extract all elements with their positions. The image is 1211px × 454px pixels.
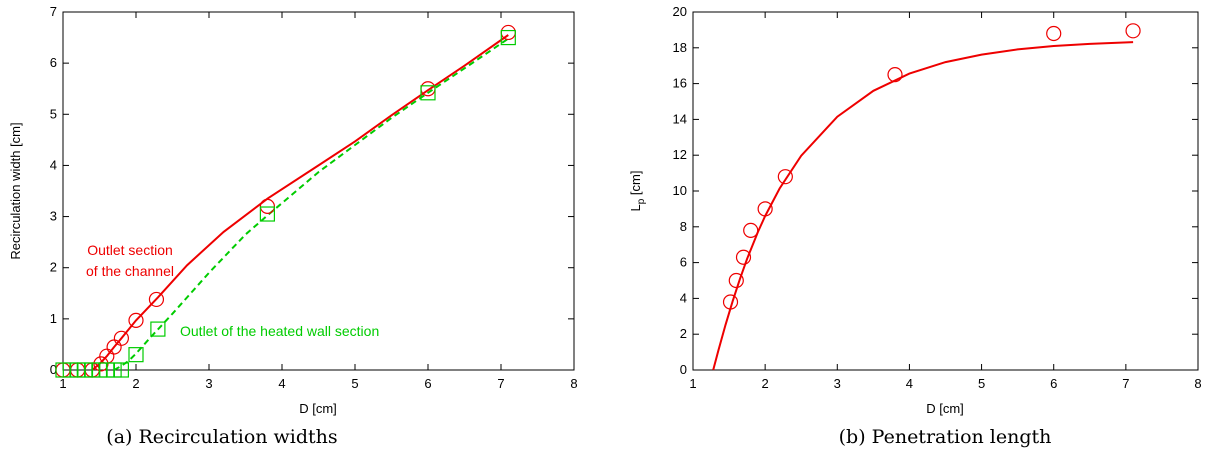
series-line xyxy=(91,34,509,371)
y-tick-label: 3 xyxy=(50,209,57,224)
x-tick-label: 7 xyxy=(1122,376,1129,391)
data-point-square xyxy=(500,29,516,46)
y-tick-label: 1 xyxy=(50,311,57,326)
y-tick-label: 6 xyxy=(50,55,57,70)
y-tick-label: 18 xyxy=(673,40,687,55)
curves-a xyxy=(91,34,509,371)
annotation-outlet-channel-line1: Outlet section xyxy=(87,242,173,258)
x-tick-label: 5 xyxy=(351,376,358,391)
series-line xyxy=(712,41,1134,371)
y-tick-label: 2 xyxy=(680,326,687,341)
data-point-circle xyxy=(128,312,144,328)
data-point-circle xyxy=(735,249,752,265)
x-tick-label: 7 xyxy=(497,376,504,391)
x-tick-label: 3 xyxy=(834,376,841,391)
y-axis-label-b-unit: [cm] xyxy=(628,171,643,199)
y-axis-label-b-main: L xyxy=(628,204,643,211)
x-tick-label: 4 xyxy=(278,376,285,391)
data-point-circle xyxy=(743,222,759,238)
x-tick-label: 4 xyxy=(906,376,913,391)
y-axis-label-a: Recirculation width [cm] xyxy=(8,122,23,259)
y-tick-label: 12 xyxy=(673,147,687,162)
y-tick-label: 0 xyxy=(50,362,57,377)
x-tick-label: 8 xyxy=(1194,376,1201,391)
caption-b: (b) Penetration length xyxy=(839,426,1052,448)
y-tick-label: 5 xyxy=(50,106,57,121)
annotation-outlet-heated-wall: Outlet of the heated wall section xyxy=(180,323,379,339)
data-point-square xyxy=(113,362,130,378)
data-point-circle xyxy=(722,294,739,310)
data-point-circle xyxy=(259,198,275,214)
x-tick-label: 8 xyxy=(570,376,577,391)
data-point-circle xyxy=(1125,23,1141,39)
data-point-circle xyxy=(887,67,903,83)
y-tick-label: 20 xyxy=(673,4,687,19)
y-axis-label-b-sub: p xyxy=(636,198,647,204)
data-point-circle xyxy=(757,201,773,217)
data-point-square xyxy=(128,347,144,363)
data-point-square xyxy=(150,321,166,337)
data-point-circle xyxy=(1046,25,1062,42)
data-point-circle xyxy=(500,24,516,41)
y-tick-label: 0 xyxy=(680,362,687,377)
y-tick-label: 4 xyxy=(50,157,57,172)
y-tick-label: 14 xyxy=(673,111,687,126)
x-tick-label: 1 xyxy=(689,376,696,391)
x-tick-label: 6 xyxy=(1050,376,1057,391)
y-axis-label-b: Lp [cm] xyxy=(628,171,647,212)
curves-b xyxy=(712,41,1134,371)
y-tick-label: 7 xyxy=(50,4,57,19)
x-tick-label: 3 xyxy=(205,376,212,391)
x-axis-label-b: D [cm] xyxy=(926,401,964,416)
data-point-square xyxy=(420,85,436,101)
x-tick-label: 1 xyxy=(59,376,66,391)
data-point-circle xyxy=(728,272,744,289)
x-tick-label: 5 xyxy=(978,376,985,391)
x-tick-label: 6 xyxy=(424,376,431,391)
annotation-outlet-channel-line2: of the channel xyxy=(86,263,174,279)
y-tick-label: 4 xyxy=(680,290,687,305)
y-tick-label: 8 xyxy=(680,219,687,234)
x-tick-label: 2 xyxy=(132,376,139,391)
series-line xyxy=(113,37,509,371)
x-axis-label-a: D [cm] xyxy=(299,401,337,416)
y-tick-label: 16 xyxy=(673,76,687,91)
plot-frame-b xyxy=(692,11,1199,371)
y-tick-label: 10 xyxy=(673,183,687,198)
data-point-circle xyxy=(93,356,109,372)
markers-b xyxy=(722,23,1141,310)
y-tick-label: 2 xyxy=(50,260,57,275)
plot-frame-a xyxy=(62,11,575,371)
data-point-circle xyxy=(777,169,793,185)
data-point-circle xyxy=(148,291,165,308)
data-point-square xyxy=(259,206,275,222)
x-tick-label: 2 xyxy=(762,376,769,391)
markers-a xyxy=(55,24,516,378)
caption-a: (a) Recirculation widths xyxy=(106,426,337,448)
y-tick-label: 6 xyxy=(680,255,687,270)
data-point-circle xyxy=(113,330,130,346)
